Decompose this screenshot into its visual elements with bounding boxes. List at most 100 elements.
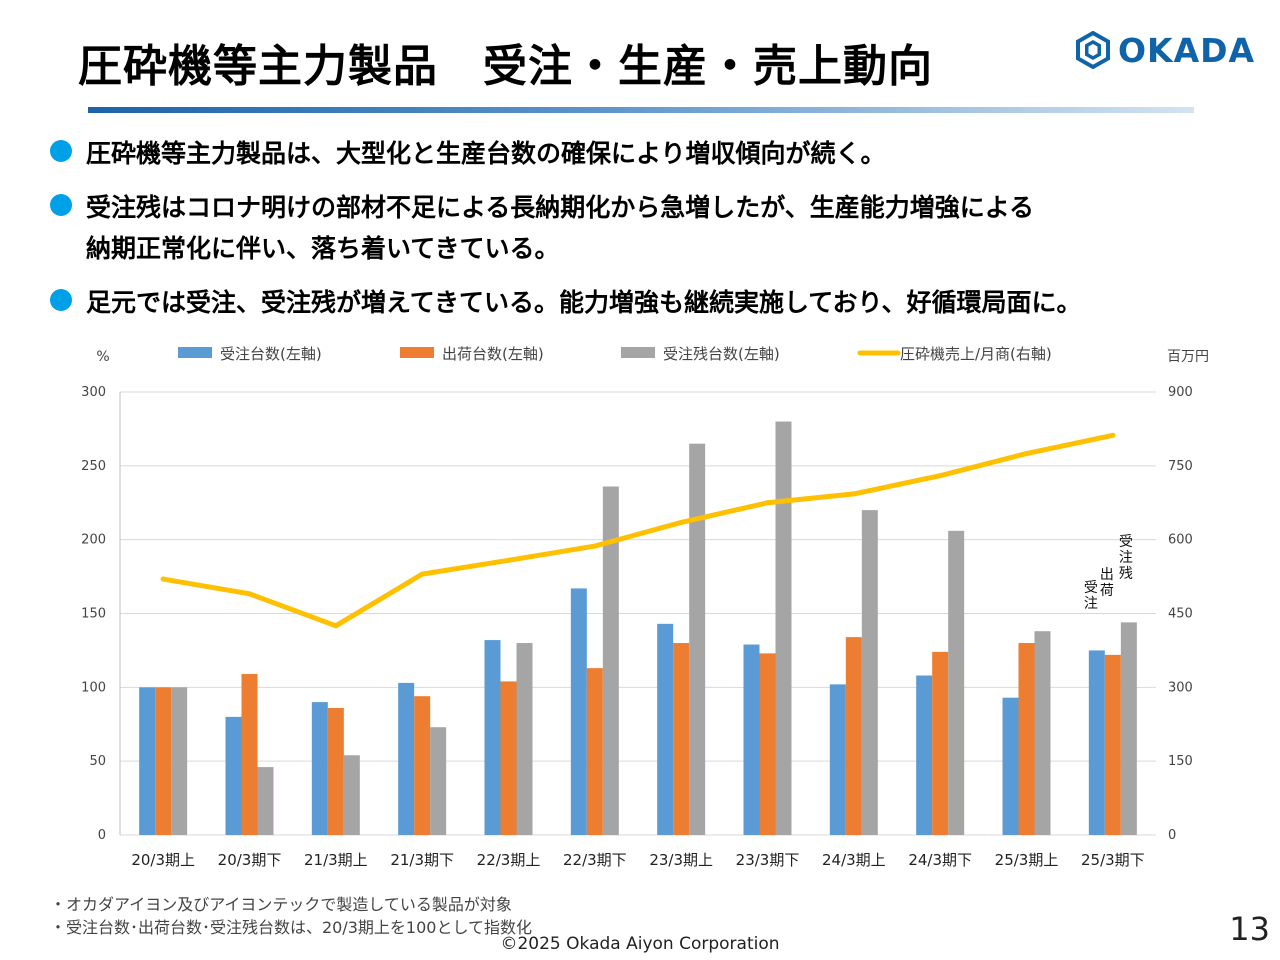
bullet-line: 受注残はコロナ明けの部材不足による長納期化から急増したが、生産能力増強による [86,193,1035,222]
y2-axis-unit: 百万円 [1167,349,1209,365]
bar-出荷台数(左軸) [932,651,949,835]
bar-受注台数(左軸) [139,687,156,835]
x-tick-label: 25/3期下 [1081,851,1145,869]
y2-tick-label: 0 [1168,828,1176,843]
bar-受注残台数(左軸) [861,510,878,835]
y-tick-label: 150 [81,607,106,622]
bar-受注残台数(左軸) [430,727,447,835]
line-point [1024,451,1029,457]
bar-受注台数(左軸) [743,644,760,835]
bar-受注台数(左軸) [311,702,328,835]
line-point [247,591,252,597]
footnote: ・オカダアイヨン及びアイヨンテックで製造している製品が対象 [50,895,512,914]
x-tick-label: 24/3期下 [908,851,972,869]
company-logo: OKADA [1076,30,1255,70]
bar-出荷台数(左軸) [327,708,344,835]
bullet-list: 圧砕機等主力製品は、大型化と生産台数の確保により増収傾向が続く。 受注残はコロナ… [50,133,1270,336]
bar-annotation-char: 残 [1119,566,1133,582]
y2-tick-label: 600 [1168,533,1193,548]
bar-受注残台数(左軸) [775,421,792,835]
y-tick-label: 250 [81,459,106,474]
legend-label: 受注台数(左軸) [220,345,322,363]
y-tick-label: 300 [81,385,106,400]
y2-tick-label: 900 [1168,385,1193,400]
bar-出荷台数(左軸) [1018,643,1035,835]
bar-annotation-char: 出 [1100,567,1114,583]
line-point [851,491,857,497]
bullet-item: 受注残はコロナ明けの部材不足による長納期化から急増したが、生産能力増強による 納… [50,187,1270,269]
x-tick-label: 25/3期上 [995,851,1059,869]
legend-swatch [621,347,655,358]
bar-受注台数(左軸) [225,716,242,835]
bar-受注残台数(左軸) [689,443,706,835]
line-point [678,519,684,525]
bar-受注残台数(左軸) [1034,631,1051,835]
y2-tick-label: 150 [1168,754,1193,769]
bar-annotation-char: 注 [1084,596,1098,612]
x-tick-label: 22/3期上 [477,851,541,869]
line-point [506,557,511,563]
legend-label: 受注残台数(左軸) [663,345,780,363]
bar-出荷台数(左軸) [845,637,862,835]
legend-label: 出荷台数(左軸) [442,345,544,363]
bar-受注残台数(左軸) [516,643,533,835]
footnote: ・受注台数･出荷台数･受注残台数は、20/3期上を100として指数化 [50,918,532,937]
bar-受注台数(左軸) [570,588,587,835]
bar-annotation-char: 受 [1084,580,1098,596]
x-tick-label: 20/3期下 [218,851,282,869]
bar-受注台数(左軸) [1088,650,1105,835]
y-tick-label: 100 [81,680,106,695]
bar-受注台数(左軸) [1002,697,1019,835]
y-tick-label: 50 [89,754,106,769]
bar-annotation-char: 注 [1119,550,1133,566]
bar-出荷台数(左軸) [500,681,517,835]
legend-swatch [400,347,434,358]
bar-出荷台数(左軸) [241,674,258,835]
bar-受注残台数(左軸) [948,530,965,835]
bar-出荷台数(左軸) [673,643,690,835]
bar-受注残台数(左軸) [171,687,188,835]
x-tick-label: 23/3期下 [736,851,800,869]
bullet-item: 圧砕機等主力製品は、大型化と生産台数の確保により増収傾向が続く。 [50,133,1270,174]
line-point [160,576,166,582]
y2-tick-label: 450 [1168,607,1193,622]
y-axis-unit: % [96,349,109,365]
bullet-dot-icon [50,140,72,162]
bar-annotation-char: 荷 [1100,583,1114,599]
x-tick-label: 23/3期上 [649,851,713,869]
bar-出荷台数(左軸) [155,687,172,835]
legend-swatch [178,347,212,358]
page-number: 13 [1229,910,1270,948]
combo-chart: 0 50 100 150 200 250 300 0 150 300 450 600 750 900% 百万… [81,345,1209,869]
bar-出荷台数(左軸) [759,653,776,835]
page-title: 圧砕機等主力製品 受注・生産・売上動向 [78,41,933,92]
y2-tick-label: 300 [1168,680,1193,695]
bar-annotation-char: 受 [1119,534,1133,550]
line-point [592,543,598,549]
bar-受注台数(左軸) [398,682,415,835]
line-point [937,473,943,479]
logo-text: OKADA [1118,30,1256,70]
bar-受注残台数(左軸) [257,767,274,835]
bullet-line: 納期正常化に伴い、落ち着いてきている。 [86,234,560,263]
bar-受注残台数(左軸) [343,755,360,835]
line-point [333,623,339,629]
bar-受注台数(左軸) [829,684,846,835]
y-tick-label: 200 [81,533,106,548]
line-point [765,500,770,506]
line-point [419,571,425,577]
y2-tick-label: 750 [1168,459,1193,474]
bar-出荷台数(左軸) [414,696,431,835]
bullet-dot-icon [50,289,72,311]
x-tick-label: 21/3期上 [304,851,368,869]
copyright: ©2025 Okada Aiyon Corporation [500,934,780,954]
bullet-item: 足元では受注、受注残が増えてきている。能力増強も継続実施しており、好循環局面に。 [50,282,1270,323]
x-tick-label: 21/3期下 [390,851,454,869]
x-tick-label: 22/3期下 [563,851,627,869]
legend-label: 圧砕機売上/月商(右軸) [900,345,1052,363]
bar-受注残台数(左軸) [602,486,619,835]
bar-受注残台数(左軸) [1120,622,1137,835]
line-point [1110,432,1116,438]
title-divider [88,107,1194,113]
y-tick-label: 0 [98,828,106,843]
